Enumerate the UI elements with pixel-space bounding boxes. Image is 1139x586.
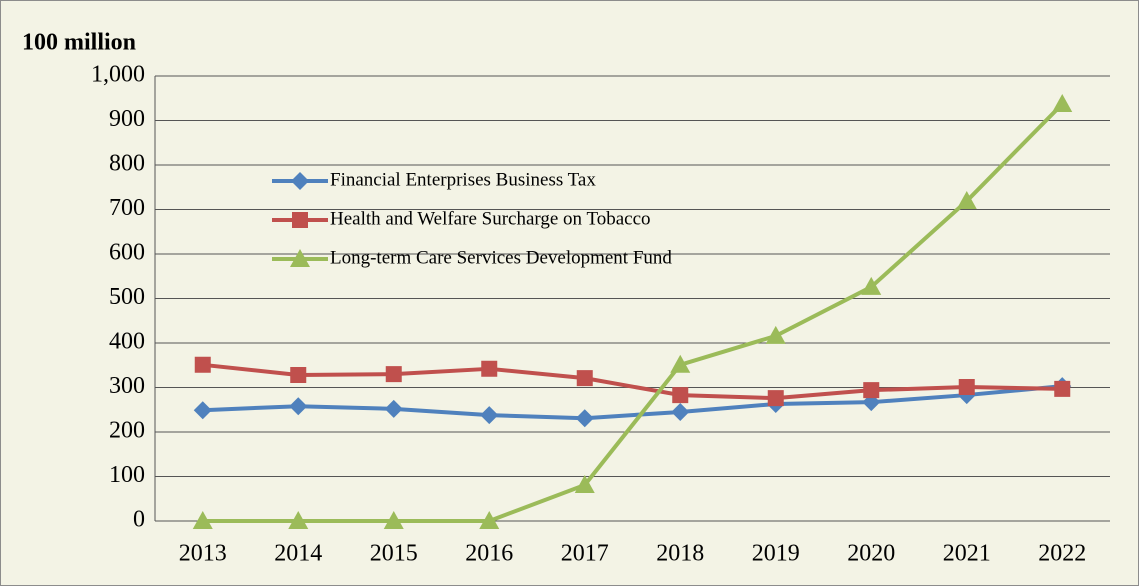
data-point — [194, 356, 211, 373]
data-point — [861, 276, 882, 295]
y-tick-label: 400 — [109, 329, 145, 355]
y-tick-label: 200 — [109, 418, 145, 444]
data-point — [480, 406, 499, 425]
x-tick-label: 2016 — [465, 541, 513, 567]
x-tick-label: 2022 — [1038, 541, 1086, 567]
data-point — [385, 366, 402, 383]
legend-label: Long-term Care Services Development Fund — [330, 247, 672, 268]
data-point — [384, 399, 403, 418]
data-point — [575, 409, 594, 428]
y-tick-label: 700 — [109, 195, 145, 221]
data-point — [765, 325, 786, 344]
x-tick-label: 2014 — [274, 541, 322, 567]
y-tick-label: 0 — [133, 507, 145, 533]
x-tick-label: 2020 — [847, 541, 895, 567]
legend-marker — [292, 212, 308, 228]
series-line — [202, 362, 1063, 401]
data-point — [192, 511, 213, 529]
legend-marker — [290, 249, 310, 267]
x-tick-label: 2017 — [561, 541, 609, 567]
y-tick-label: 800 — [109, 151, 145, 177]
data-point — [383, 511, 404, 529]
x-tick-label: 2018 — [656, 541, 704, 567]
y-tick-label: 1,000 — [91, 62, 145, 88]
data-point — [193, 401, 212, 420]
data-point — [1052, 94, 1073, 113]
x-tick-label: 2015 — [370, 541, 418, 567]
data-point — [289, 397, 308, 416]
y-tick-label: 100 — [109, 462, 145, 488]
data-point — [481, 360, 498, 377]
data-point — [290, 367, 307, 384]
legend-label: Health and Welfare Surcharge on Tobacco — [330, 208, 651, 229]
data-point — [288, 511, 309, 529]
y-tick-label: 500 — [109, 284, 145, 310]
legend-marker — [291, 172, 309, 190]
data-point — [479, 511, 500, 529]
data-point — [576, 370, 593, 387]
x-tick-label: 2013 — [179, 541, 227, 567]
data-point — [574, 474, 595, 493]
data-point — [671, 402, 690, 421]
data-point — [863, 382, 880, 399]
y-tick-label: 900 — [109, 106, 145, 132]
data-point — [670, 354, 691, 373]
y-axis-title: 100 million — [22, 30, 136, 56]
data-point — [672, 387, 689, 404]
data-point — [1054, 380, 1071, 397]
x-tick-label: 2021 — [943, 541, 991, 567]
series-line — [202, 384, 1063, 421]
y-tick-label: 600 — [109, 240, 145, 266]
x-tick-label: 2019 — [752, 541, 800, 567]
data-point — [767, 390, 784, 407]
series-line — [202, 102, 1064, 523]
data-point — [956, 191, 977, 210]
y-tick-label: 300 — [109, 373, 145, 399]
data-point — [958, 379, 975, 396]
legend-label: Financial Enterprises Business Tax — [330, 169, 596, 190]
